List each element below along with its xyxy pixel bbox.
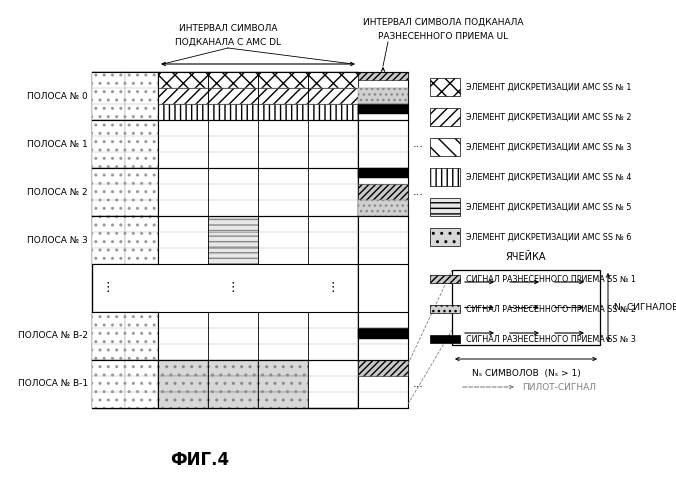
- Bar: [430, 275, 460, 283]
- Bar: [92, 120, 125, 168]
- Bar: [125, 168, 158, 216]
- Bar: [358, 104, 408, 114]
- Bar: [158, 392, 208, 408]
- Text: Nₛ СИМВОЛОВ  (Nₛ > 1): Nₛ СИМВОЛОВ (Nₛ > 1): [472, 369, 581, 378]
- Text: ПОЛОСА № B-1: ПОЛОСА № B-1: [18, 380, 88, 389]
- Text: ...: ...: [413, 139, 424, 149]
- Bar: [358, 328, 408, 339]
- Bar: [430, 305, 460, 313]
- Bar: [258, 392, 308, 408]
- Bar: [258, 360, 308, 376]
- Text: ПОДКАНАЛА С АМС DL: ПОДКАНАЛА С АМС DL: [175, 37, 281, 46]
- Bar: [358, 72, 408, 80]
- Bar: [358, 168, 408, 178]
- Bar: [158, 88, 208, 104]
- Bar: [158, 360, 208, 376]
- Bar: [92, 168, 125, 216]
- Bar: [358, 72, 408, 408]
- Bar: [258, 104, 308, 120]
- Text: ЭЛЕМЕНТ ДИСКРЕТИЗАЦИИ АМС SS № 2: ЭЛЕМЕНТ ДИСКРЕТИЗАЦИИ АМС SS № 2: [466, 112, 631, 121]
- Bar: [308, 72, 358, 88]
- Text: ⋮: ⋮: [102, 281, 114, 294]
- Bar: [208, 248, 258, 264]
- Bar: [430, 138, 460, 156]
- Text: ПОЛОСА № 0: ПОЛОСА № 0: [27, 91, 88, 100]
- Bar: [208, 88, 258, 104]
- Bar: [125, 72, 158, 120]
- Text: ЯЧЕЙКА: ЯЧЕЙКА: [506, 252, 546, 262]
- Bar: [430, 228, 460, 246]
- Text: ЭЛЕМЕНТ ДИСКРЕТИЗАЦИИ АМС SS № 6: ЭЛЕМЕНТ ДИСКРЕТИЗАЦИИ АМС SS № 6: [466, 233, 631, 242]
- Text: ...: ...: [413, 187, 424, 197]
- Bar: [308, 104, 358, 120]
- Bar: [430, 78, 460, 96]
- Bar: [92, 72, 125, 120]
- Bar: [92, 360, 125, 408]
- Bar: [258, 376, 308, 392]
- Text: ПИЛОТ-СИГНАЛ: ПИЛОТ-СИГНАЛ: [522, 383, 596, 392]
- Bar: [208, 360, 258, 376]
- Text: ИНТЕРВАЛ СИМВОЛА ПОДКАНАЛА: ИНТЕРВАЛ СИМВОЛА ПОДКАНАЛА: [363, 17, 523, 26]
- Bar: [208, 216, 258, 232]
- Bar: [208, 392, 258, 408]
- Text: ПОЛОСА № 3: ПОЛОСА № 3: [27, 236, 88, 245]
- Bar: [430, 198, 460, 216]
- Bar: [308, 88, 358, 104]
- Text: РАЗНЕСЕННОГО ПРИЕМА UL: РАЗНЕСЕННОГО ПРИЕМА UL: [378, 31, 508, 40]
- Bar: [358, 88, 408, 104]
- Bar: [125, 312, 158, 360]
- Bar: [92, 216, 125, 264]
- Bar: [92, 72, 358, 408]
- Bar: [358, 360, 408, 376]
- Bar: [125, 360, 158, 408]
- Bar: [92, 312, 125, 360]
- Bar: [358, 200, 408, 216]
- Bar: [208, 104, 258, 120]
- Bar: [208, 232, 258, 248]
- Bar: [430, 335, 460, 343]
- Text: ИНТЕРВАЛ СИМВОЛА: ИНТЕРВАЛ СИМВОЛА: [178, 23, 277, 32]
- Bar: [125, 216, 158, 264]
- Bar: [208, 376, 258, 392]
- Text: ПОЛОСА № B-2: ПОЛОСА № B-2: [18, 331, 88, 340]
- Text: ЭЛЕМЕНТ ДИСКРЕТИЗАЦИИ АМС SS № 4: ЭЛЕМЕНТ ДИСКРЕТИЗАЦИИ АМС SS № 4: [466, 173, 631, 182]
- Text: ЭЛЕМЕНТ ДИСКРЕТИЗАЦИИ АМС SS № 3: ЭЛЕМЕНТ ДИСКРЕТИЗАЦИИ АМС SS № 3: [466, 143, 631, 152]
- Bar: [158, 376, 208, 392]
- Text: ФИГ.4: ФИГ.4: [170, 451, 230, 469]
- Bar: [158, 72, 208, 88]
- Text: Nₛ СИГНАЛОВ: Nₛ СИГНАЛОВ: [614, 302, 676, 311]
- Text: ПОЛОСА № 1: ПОЛОСА № 1: [27, 140, 88, 149]
- Bar: [258, 88, 308, 104]
- Bar: [358, 184, 408, 200]
- Text: ⋮: ⋮: [226, 281, 239, 294]
- Text: ...: ...: [413, 379, 424, 389]
- Bar: [430, 108, 460, 126]
- Text: СИГНАЛ РАЗНЕСЕННОГО ПРИЕМА SS № 2: СИГНАЛ РАЗНЕСЕННОГО ПРИЕМА SS № 2: [466, 304, 636, 313]
- Bar: [208, 72, 258, 88]
- Bar: [125, 120, 158, 168]
- Text: ЭЛЕМЕНТ ДИСКРЕТИЗАЦИИ АМС SS № 5: ЭЛЕМЕНТ ДИСКРЕТИЗАЦИИ АМС SS № 5: [466, 203, 631, 212]
- Text: ⋮: ⋮: [327, 281, 339, 294]
- Text: ЭЛЕМЕНТ ДИСКРЕТИЗАЦИИ АМС SS № 1: ЭЛЕМЕНТ ДИСКРЕТИЗАЦИИ АМС SS № 1: [466, 82, 631, 91]
- Bar: [158, 104, 208, 120]
- Bar: [452, 270, 600, 345]
- Bar: [430, 168, 460, 186]
- Text: СИГНАЛ РАЗНЕСЕННОГО ПРИЕМА SS № 1: СИГНАЛ РАЗНЕСЕННОГО ПРИЕМА SS № 1: [466, 274, 636, 283]
- Bar: [258, 72, 308, 88]
- Text: СИГНАЛ РАЗНЕСЕННОГО ПРИЕМА SS № 3: СИГНАЛ РАЗНЕСЕННОГО ПРИЕМА SS № 3: [466, 334, 636, 343]
- Text: ПОЛОСА № 2: ПОЛОСА № 2: [27, 188, 88, 197]
